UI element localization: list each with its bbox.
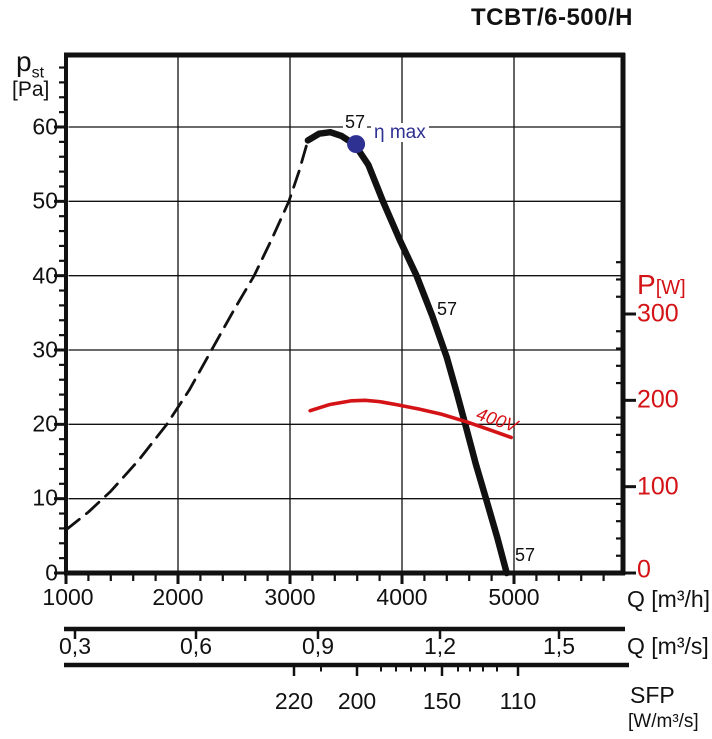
plot-border — [64, 52, 629, 668]
fan-curve-57 — [304, 128, 510, 577]
p-tick-100: 100 — [637, 472, 679, 501]
y-tick-60: 60 — [32, 113, 58, 140]
x-tick-5000: 5000 — [488, 584, 540, 610]
x-tick-3000: 3000 — [264, 584, 316, 610]
m3s-tick-15: 1,5 — [543, 633, 575, 659]
y-tick-20: 20 — [32, 410, 58, 437]
sfp-tick-150: 150 — [422, 688, 462, 714]
eta-max-label: η max — [371, 123, 429, 142]
page-title: TCBT/6-500/H — [470, 4, 633, 31]
x-tick-1000: 1000 — [42, 584, 94, 610]
eta-max-point — [347, 135, 366, 154]
markers — [347, 135, 366, 154]
y-right-axis-label: P[W] — [637, 271, 686, 299]
power-curve-400V — [308, 398, 514, 440]
y-left-axis-label: pst — [16, 48, 44, 82]
y-tick-30: 30 — [32, 336, 58, 363]
curve-label-57-top: 57 — [342, 112, 368, 132]
y-tick-50: 50 — [32, 187, 58, 214]
power-symbol: P — [637, 269, 656, 300]
sfp-axis-label: SFP — [630, 682, 675, 708]
p-tick-0: 0 — [637, 555, 651, 584]
curve-label-57-mid: 57 — [436, 299, 458, 319]
y-left-symbol: p — [16, 46, 32, 77]
sfp-axis-unit: [W/m³/s] — [628, 711, 699, 732]
curve-label-57-bottom: 57 — [515, 545, 536, 565]
gridlines — [68, 55, 621, 571]
p-tick-200: 200 — [637, 385, 679, 414]
x-tick-2000: 2000 — [152, 584, 204, 610]
x-axis-label-m3h: Q [m³/h] — [627, 586, 711, 612]
power-unit: [W] — [655, 277, 686, 299]
sfp-tick-220: 220 — [274, 688, 314, 714]
p-tick-300: 300 — [637, 299, 679, 328]
y-left-symbol-sub: st — [31, 64, 45, 82]
y-tick-40: 40 — [32, 262, 58, 289]
y-tick-0: 0 — [45, 559, 58, 586]
sfp-tick-200: 200 — [337, 688, 377, 714]
m3s-tick-06: 0,6 — [180, 633, 212, 659]
m3s-tick-12: 1,2 — [424, 633, 456, 659]
fan-curve-extension-dashed — [64, 138, 310, 532]
x-axis-label-m3s: Q [m³/s] — [627, 633, 709, 659]
curves — [64, 128, 514, 577]
y-left-unit: [Pa] — [12, 78, 50, 101]
x-tick-4000: 4000 — [376, 584, 428, 610]
y-tick-10: 10 — [32, 484, 58, 511]
m3s-tick-09: 0,9 — [302, 633, 334, 659]
axis-ticks — [54, 66, 636, 676]
sfp-tick-110: 110 — [499, 688, 537, 714]
m3s-tick-03: 0,3 — [59, 633, 91, 659]
